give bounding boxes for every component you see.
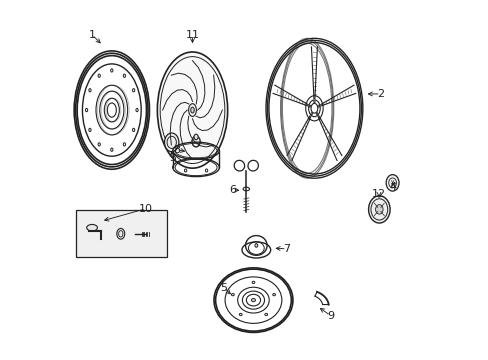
- Ellipse shape: [272, 293, 275, 296]
- Ellipse shape: [316, 113, 317, 115]
- Text: 2: 2: [376, 89, 384, 99]
- Text: 6: 6: [229, 185, 236, 195]
- Ellipse shape: [136, 108, 138, 112]
- Ellipse shape: [309, 105, 310, 107]
- Ellipse shape: [89, 89, 91, 92]
- Ellipse shape: [132, 89, 135, 92]
- Ellipse shape: [231, 293, 234, 296]
- Ellipse shape: [252, 281, 254, 284]
- Text: 12: 12: [371, 189, 385, 199]
- Ellipse shape: [194, 134, 198, 140]
- Ellipse shape: [386, 175, 398, 191]
- Ellipse shape: [251, 298, 255, 302]
- Ellipse shape: [239, 313, 242, 316]
- Ellipse shape: [117, 228, 124, 239]
- Ellipse shape: [310, 113, 312, 115]
- Text: 9: 9: [326, 311, 333, 320]
- Text: 3: 3: [168, 153, 176, 163]
- Ellipse shape: [98, 143, 100, 146]
- Ellipse shape: [317, 105, 319, 107]
- Ellipse shape: [123, 143, 125, 146]
- Ellipse shape: [375, 204, 382, 214]
- Bar: [76, 211, 167, 257]
- Ellipse shape: [123, 74, 125, 77]
- Text: 4: 4: [389, 182, 396, 192]
- Ellipse shape: [190, 107, 194, 113]
- Text: 7: 7: [283, 244, 290, 254]
- Text: 1: 1: [88, 30, 95, 40]
- Text: 8: 8: [172, 144, 180, 154]
- Text: 10: 10: [139, 204, 153, 214]
- Ellipse shape: [89, 128, 91, 131]
- Ellipse shape: [164, 133, 179, 152]
- Ellipse shape: [110, 69, 113, 72]
- Ellipse shape: [313, 100, 314, 103]
- Text: 5: 5: [220, 283, 227, 293]
- Ellipse shape: [157, 52, 227, 168]
- Ellipse shape: [264, 313, 267, 316]
- Ellipse shape: [188, 104, 196, 117]
- Ellipse shape: [98, 74, 100, 77]
- Ellipse shape: [132, 128, 135, 131]
- Ellipse shape: [110, 148, 113, 151]
- Ellipse shape: [254, 244, 257, 247]
- Ellipse shape: [85, 108, 87, 112]
- Ellipse shape: [86, 225, 97, 231]
- Text: 11: 11: [185, 30, 199, 40]
- Ellipse shape: [368, 196, 389, 223]
